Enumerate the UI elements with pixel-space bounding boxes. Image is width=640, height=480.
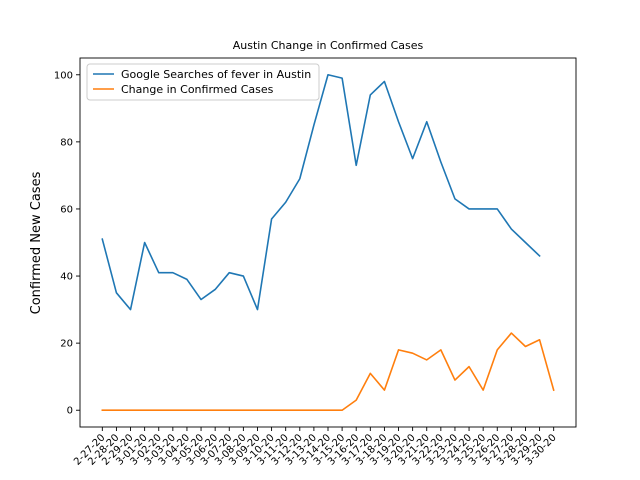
y-axis-label: Confirmed New Cases <box>29 171 44 314</box>
legend-box <box>86 63 320 101</box>
y-tick-label: 60 <box>60 204 73 215</box>
series-line-0 <box>101 73 541 311</box>
y-tick-label: 0 <box>67 406 73 417</box>
legend-label-0: Google Searches of fever in Austin <box>121 68 311 81</box>
legend-label-1: Change in Confirmed Cases <box>121 83 274 96</box>
y-tick-label: 100 <box>54 70 73 81</box>
series-line-1 <box>101 332 555 412</box>
y-tick-label: 40 <box>60 272 73 283</box>
y-tick-label: 20 <box>60 339 73 350</box>
chart-title: Austin Change in Confirmed Cases <box>233 39 424 52</box>
y-tick-label: 80 <box>60 137 73 148</box>
